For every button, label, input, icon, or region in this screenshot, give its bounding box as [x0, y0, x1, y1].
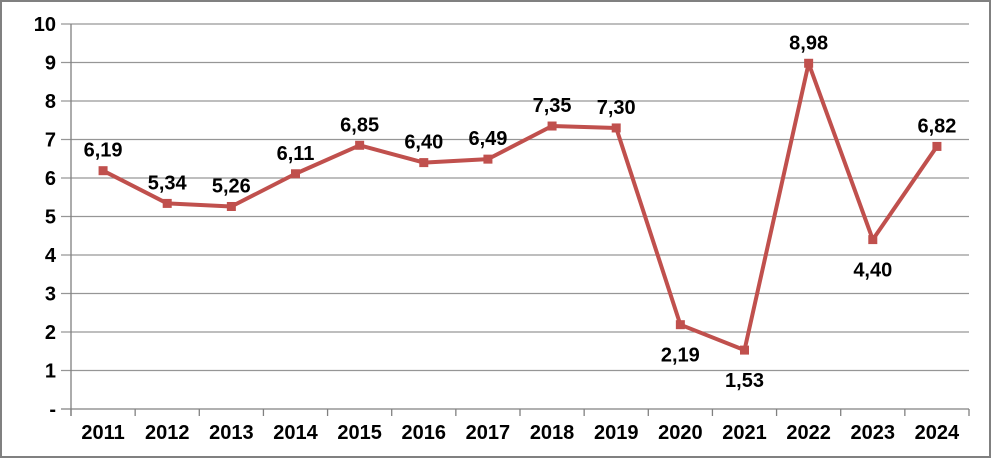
x-axis-tick-label: 2013	[209, 422, 254, 444]
data-point-label: 4,40	[853, 260, 892, 282]
y-axis-tick-label: 3	[45, 284, 56, 306]
data-point-marker	[98, 166, 108, 176]
data-point-label: 6,11	[277, 143, 315, 165]
data-point-label: 8,98	[789, 32, 828, 54]
x-axis-tick-label: 2019	[594, 422, 639, 444]
x-axis-tick-label: 2012	[145, 422, 190, 444]
x-axis-tick-label: 2024	[915, 422, 960, 444]
data-point-marker	[804, 58, 814, 68]
x-axis-tick-label: 2020	[658, 422, 703, 444]
data-point-label: 6,49	[468, 128, 507, 150]
y-axis-tick-label: 4	[45, 245, 57, 267]
y-axis-tick-label: 10	[34, 14, 56, 36]
data-point-marker	[868, 235, 878, 245]
data-point-marker	[162, 198, 172, 208]
data-point-label: 6,85	[340, 114, 379, 136]
data-point-label: 6,40	[404, 132, 443, 154]
x-axis-tick-label: 2022	[786, 422, 831, 444]
data-point-marker	[355, 140, 365, 150]
x-axis-tick-label: 2017	[466, 422, 511, 444]
x-axis-tick-label: 2021	[722, 422, 767, 444]
data-point-marker	[611, 123, 621, 133]
x-axis-tick-label: 2018	[530, 422, 575, 444]
x-axis-tick-label: 2014	[273, 422, 318, 444]
data-point-label: 5,34	[148, 172, 188, 194]
data-point-label: 1,53	[725, 370, 764, 392]
data-point-label: 6,82	[917, 115, 956, 137]
y-axis-tick-label: 5	[45, 207, 56, 229]
data-point-marker	[675, 320, 685, 330]
x-axis-tick-label: 2015	[337, 422, 382, 444]
data-point-marker	[483, 154, 493, 164]
x-axis-tick-label: 2011	[81, 422, 124, 444]
x-axis-tick-label: 2016	[402, 422, 447, 444]
data-point-marker	[740, 345, 749, 355]
data-point-marker	[547, 121, 557, 131]
data-point-marker	[226, 201, 236, 211]
data-point-marker	[932, 141, 942, 151]
y-axis-tick-label: 6	[45, 168, 56, 190]
y-axis-tick-label: 2	[45, 322, 56, 344]
data-point-label: 5,26	[212, 175, 251, 197]
data-point-label: 7,35	[533, 95, 572, 117]
data-point-label: 2,19	[661, 345, 700, 367]
x-axis-tick-label: 2023	[851, 422, 896, 444]
data-point-label: 6,19	[84, 140, 123, 162]
y-axis-tick-label: 8	[45, 91, 56, 113]
data-point-marker	[291, 169, 300, 179]
data-point-marker	[419, 158, 429, 168]
y-axis-tick-label: 9	[45, 53, 56, 75]
y-axis-tick-label: -	[49, 399, 56, 421]
y-axis-tick-label: 7	[45, 130, 56, 152]
y-axis-tick-label: 1	[45, 361, 56, 383]
series-line	[101, 61, 939, 353]
data-point-label: 7,30	[597, 97, 636, 119]
